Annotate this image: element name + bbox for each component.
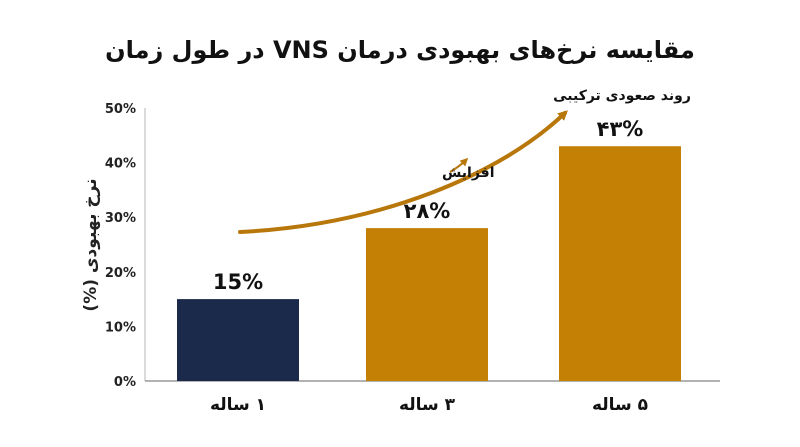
bar (177, 299, 299, 381)
bar (559, 146, 681, 381)
trend-arrow (238, 110, 568, 234)
y-tick-label: 50% (105, 102, 136, 117)
x-tick-label: ۳ ساله (399, 395, 456, 415)
data-label: 15% (213, 270, 263, 294)
increase-annotation: افزایش (442, 165, 495, 181)
data-label: ۴۳% (597, 117, 644, 141)
data-labels: 15% ۲۸% ۴۳% (213, 117, 643, 294)
bar (366, 228, 488, 381)
y-axis-ticks: 0% 10% 20% 30% 40% 50% (105, 102, 136, 390)
x-axis-ticks: ۱ ساله ۳ ساله ۵ ساله (210, 395, 648, 415)
y-tick-label: 20% (105, 266, 136, 281)
y-tick-label: 30% (105, 211, 136, 226)
x-tick-label: ۵ ساله (592, 395, 648, 415)
y-axis-label: نرخ بهبودی (%) (81, 178, 101, 311)
chart-title: مقایسه نرخ‌های بهبودی درمان VNS در طول ز… (105, 36, 695, 64)
y-tick-label: 0% (114, 375, 136, 390)
y-tick-label: 40% (105, 157, 136, 172)
increase-arrow-icon (449, 157, 469, 173)
y-tick-label: 10% (105, 320, 136, 335)
trend-annotation: روند صعودی ترکیبی (553, 88, 691, 104)
bars (177, 146, 681, 381)
x-tick-label: ۱ ساله (210, 395, 266, 415)
data-label: ۲۸% (404, 199, 451, 223)
